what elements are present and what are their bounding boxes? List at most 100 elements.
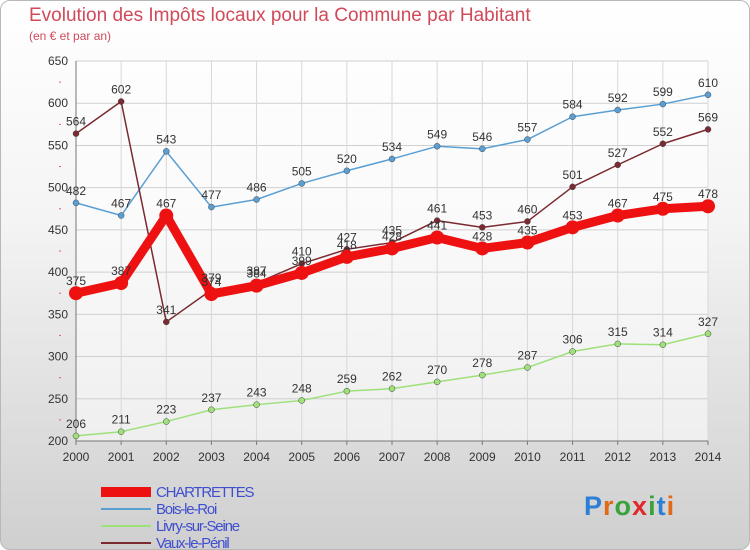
data-point (343, 167, 351, 175)
data-label: 546 (472, 130, 492, 144)
data-point (520, 235, 535, 250)
data-point (385, 241, 399, 256)
data-label: 453 (563, 208, 583, 222)
data-point (479, 145, 486, 153)
logo-letter: i (666, 491, 676, 521)
data-label: 314 (653, 326, 673, 340)
data-label: 410 (292, 245, 312, 259)
data-label: 427 (337, 230, 357, 244)
data-label: 223 (156, 403, 176, 417)
logo-letter: P (584, 491, 604, 521)
data-label: 418 (337, 238, 357, 252)
data-label: 211 (112, 413, 131, 427)
data-point (524, 136, 531, 143)
data-label: 564 (66, 115, 86, 129)
data-label: 549 (427, 127, 447, 141)
data-label: 486 (247, 180, 267, 194)
data-point (659, 140, 667, 148)
data-point (117, 428, 125, 435)
data-point (208, 406, 215, 414)
y-tick-label: 250 (48, 392, 68, 406)
data-point (701, 199, 715, 214)
logo-letter: i (648, 491, 657, 521)
data-point (253, 196, 260, 203)
data-label: 243 (247, 386, 267, 400)
data-point (72, 130, 80, 137)
data-point (117, 98, 125, 105)
data-point (569, 113, 576, 120)
data-label: 428 (382, 229, 402, 243)
data-label: 237 (201, 391, 221, 405)
data-point (610, 208, 625, 223)
data-label: 399 (292, 254, 312, 268)
data-label: 520 (337, 152, 357, 166)
x-tick-label: 2005 (288, 450, 315, 464)
data-point (388, 385, 396, 392)
logo-letter: t (656, 491, 667, 521)
data-label: 379 (201, 271, 221, 285)
data-label: 278 (472, 356, 492, 370)
data-label: 557 (517, 121, 537, 135)
data-point (704, 330, 712, 338)
data-label: 478 (698, 187, 718, 201)
data-point (433, 217, 441, 224)
legend-swatch (101, 542, 151, 544)
data-label: 467 (111, 197, 131, 211)
y-tick-label: 600 (48, 96, 68, 110)
data-point (298, 180, 305, 187)
data-label: 428 (472, 229, 492, 243)
data-label: 375 (66, 274, 86, 288)
data-point (655, 201, 670, 216)
data-point (569, 348, 576, 355)
data-label: 552 (653, 125, 673, 139)
data-label: 602 (111, 83, 131, 97)
data-point (163, 318, 170, 326)
x-tick-label: 2013 (650, 450, 677, 464)
data-point (524, 218, 531, 225)
logo-letter: r (603, 491, 615, 521)
series-bois-le-roi (72, 91, 712, 219)
data-label: 315 (608, 325, 628, 339)
data-label: 287 (517, 349, 537, 363)
data-point (343, 387, 351, 395)
data-point (388, 155, 396, 163)
logo-letter: o (614, 491, 633, 521)
data-point (430, 230, 445, 245)
data-label: 501 (563, 168, 583, 182)
data-label: 341 (156, 303, 176, 317)
data-point (524, 364, 531, 371)
x-tick-label: 2011 (560, 450, 586, 464)
y-tick-label: 500 (48, 181, 68, 195)
data-label: 259 (337, 372, 357, 386)
data-point (433, 378, 441, 386)
data-point (253, 401, 260, 408)
data-label: 467 (608, 197, 628, 211)
data-label: 248 (292, 381, 312, 395)
data-point (475, 241, 490, 256)
data-point (614, 340, 621, 348)
data-point (704, 126, 712, 133)
data-point (159, 208, 174, 223)
data-label: 467 (156, 197, 176, 211)
x-tick-label: 2009 (469, 450, 496, 464)
series-livry-sur-seine (72, 330, 712, 440)
data-point (72, 432, 80, 440)
x-tick-label: 2003 (198, 450, 225, 464)
data-point (479, 371, 486, 379)
data-point (614, 106, 621, 114)
data-label: 384 (247, 267, 267, 281)
data-label: 387 (247, 264, 267, 278)
data-label: 270 (427, 363, 447, 377)
x-tick-label: 2004 (243, 450, 270, 464)
data-point (163, 148, 170, 155)
x-tick-label: 2012 (604, 450, 631, 464)
data-label: 610 (698, 76, 718, 90)
data-label: 387 (111, 264, 131, 278)
data-label: 306 (563, 332, 583, 346)
data-label: 441 (427, 218, 447, 232)
data-label: 460 (517, 202, 537, 216)
data-point (117, 212, 125, 219)
y-tick-label: 400 (48, 265, 68, 279)
legend-label: Vaux-le-Pénil (156, 535, 230, 550)
